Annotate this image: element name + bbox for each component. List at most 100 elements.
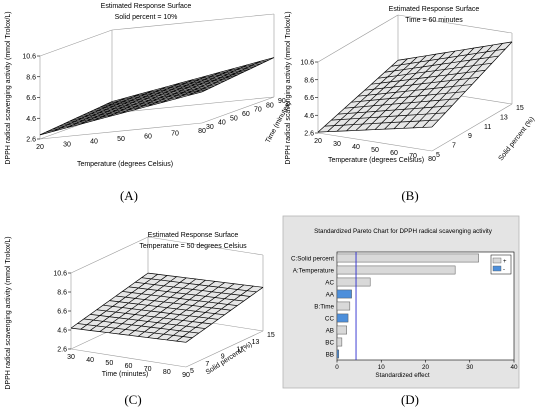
x-tick-label: 60 [125,363,133,370]
z-tick-label: 6.6 [304,95,314,102]
legend-swatch-positive [492,257,502,264]
surface-box-edge [70,236,149,274]
panel-label: (C) [124,392,141,407]
z-tick-label: 6.6 [57,309,67,316]
category-label: CC [325,315,335,322]
surface-gridline [63,80,227,125]
surface-gridline [103,304,219,320]
x-tick-label: 90 [182,372,190,379]
x-tick-label: 40 [86,357,94,364]
category-label: BB [326,351,334,358]
x-tick-label: 20 [36,144,44,151]
y-tick-label: 50 [230,115,238,122]
surface-gridline [128,286,244,302]
y-tick-label: 11 [484,124,491,131]
surface-gridline [324,119,439,127]
x-tick-label: 70 [144,366,152,373]
panel-label: (A) [120,188,138,203]
category-label: BC [325,339,334,346]
category-label: AA [326,291,335,298]
category-label: A:Temperature [293,267,335,274]
surface-gridline [75,74,239,119]
surface-gridline [45,88,209,133]
surface-gridline [70,327,187,343]
z-tick-label: 4.6 [304,113,314,120]
x-tick-label: 40 [352,144,360,151]
surface-box-edge [70,348,187,368]
surface-gridline [115,295,231,311]
y-tick-label: 80 [266,102,274,109]
surface-fill [318,41,512,133]
surface-gridline [111,57,275,102]
surface-box-edge [431,103,513,152]
surface-box-edge [201,96,275,124]
z-tick-label: 10.6 [53,271,67,278]
legend-label: - [503,267,505,273]
x-tick-label: 80 [198,128,206,135]
x-tick-label: 60 [390,150,398,157]
surface-gridline [377,62,493,79]
chart-title: Estimated Response Surface [101,3,192,10]
x-tick-label: 30 [333,141,341,148]
surface-gridline [391,48,506,67]
category-label: AC [325,279,334,286]
x-tick-label: 70 [171,131,179,138]
surface-gridline [87,68,251,114]
surface-gridline [51,85,215,130]
pareto-bar [336,253,479,263]
x-tick-label: 20 [422,364,430,371]
y-tick-label: 40 [218,120,226,127]
x-tick-label: 50 [117,136,125,143]
z-tick-label: 4.6 [57,328,67,335]
chart-title: Estimated Response Surface [389,6,480,13]
response-surface [317,41,513,133]
x-tick-label: 20 [314,138,322,145]
surface-gridline [96,309,212,325]
z-tick-label: 4.6 [26,116,36,123]
legend-swatch-negative [492,265,502,272]
surface-gridline [344,98,459,109]
y-tick-label: 60 [242,111,250,118]
surface-gridline [371,69,486,85]
surface-gridline [331,112,446,121]
surface-gridline [99,62,263,108]
surface-gridline [81,71,245,116]
y-tick-label: 15 [516,105,524,112]
surface-gridline [77,323,193,339]
x-tick-label: 70 [409,153,417,160]
surface-gridline [57,82,221,127]
pareto-bar [336,313,349,323]
panel-label: (D) [401,392,419,407]
pareto-bar [336,349,340,359]
surface-gridline [90,314,206,329]
x-axis-label: Time (minutes) [102,371,148,378]
z-tick-label: 2.6 [26,137,36,144]
surface-gridline [83,318,199,334]
x-tick-label: 40 [90,139,98,146]
response-surface [70,272,264,343]
surface-gridline [337,105,453,115]
z-tick-label: 10.6 [300,60,314,67]
x-axis-label: Standardized effect [375,372,429,379]
surface-box-edge [39,122,203,140]
x-tick-label: 50 [105,360,113,367]
x-tick-label: 10 [378,364,386,371]
pareto-bar [336,265,456,275]
pareto-bar [336,337,343,347]
x-axis-label: Temperature (degrees Celsius) [328,157,424,164]
surface-gridline [93,65,257,111]
y-tick-label: 11 [236,346,243,353]
x-tick-label: 80 [163,369,171,376]
surface-box-edge [317,14,399,63]
surface-gridline [135,281,251,297]
x-tick-label: 30 [67,354,75,361]
surface-gridline [147,272,264,288]
y-axis-label: Solid percent (%) [498,116,537,163]
surface-box-edge [397,14,513,34]
z-tick-label: 8.6 [26,74,36,81]
category-label: C:Solid percent [291,255,334,262]
surface-gridline [351,91,466,103]
x-tick-label: 80 [428,156,436,163]
chart-title: Standardized Pareto Chart for DPPH radic… [314,228,493,235]
